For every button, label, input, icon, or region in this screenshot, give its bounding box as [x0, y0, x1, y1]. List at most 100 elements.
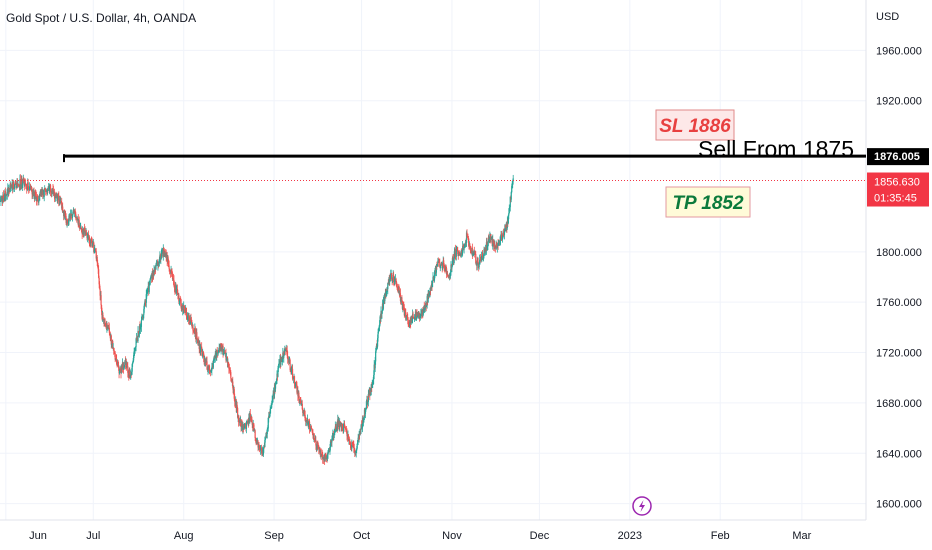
candle-body — [502, 232, 505, 236]
candle-body — [201, 346, 203, 352]
candle-body — [153, 269, 155, 276]
x-tick-label: Oct — [353, 530, 370, 542]
candle-body — [107, 327, 109, 329]
candle-body — [384, 293, 386, 302]
candle-body — [104, 324, 107, 326]
candle-body — [307, 422, 310, 425]
candle-body — [331, 437, 334, 439]
candle-body — [214, 353, 216, 359]
candle-body — [178, 294, 180, 302]
candle-body — [102, 315, 104, 320]
sell-level-badge[interactable]: 1876.005 — [867, 148, 929, 166]
candle-body — [321, 454, 323, 457]
tp-annotation[interactable]: TP 1852 — [665, 186, 751, 218]
candle-body — [171, 272, 173, 274]
candle-body — [93, 250, 95, 253]
current-price-badge[interactable]: 1856.630 01:35:45 — [867, 172, 929, 207]
candle-body — [463, 247, 465, 250]
candle-body — [52, 188, 54, 190]
candle-body — [196, 332, 198, 339]
candle-body — [490, 237, 492, 240]
price-scale[interactable]: 1600.000 1640.000 1680.000 1720.000 1760.000… — [876, 45, 922, 510]
candle-body — [320, 453, 322, 456]
candle-body — [379, 316, 381, 325]
candle-body — [453, 251, 455, 259]
candle-body — [275, 381, 277, 384]
candle-body — [343, 423, 346, 428]
candle-body — [175, 288, 178, 294]
tp-annotation-text: TP 1852 — [672, 193, 744, 214]
candle-body — [202, 350, 204, 353]
candle-body — [416, 316, 419, 317]
candle-body — [310, 428, 313, 429]
candle-body — [354, 449, 356, 454]
candle-body — [6, 189, 8, 196]
candle-body — [127, 366, 129, 373]
candle-body — [311, 428, 313, 431]
candle-body — [411, 318, 413, 322]
candle-body — [250, 417, 252, 419]
candle-body — [145, 294, 147, 303]
candle-body — [400, 300, 402, 302]
candle-body — [97, 262, 99, 267]
candle-body — [402, 306, 404, 309]
candle-body — [146, 292, 148, 295]
candle-body — [456, 249, 458, 250]
candle-body — [419, 315, 421, 317]
candle-body — [356, 448, 358, 451]
flash-icon[interactable] — [632, 496, 652, 516]
candle-body — [24, 179, 26, 184]
candle-body — [382, 299, 385, 309]
candle-body — [60, 201, 62, 203]
candle-body — [232, 381, 234, 388]
candle-body — [492, 239, 494, 244]
sl-annotation[interactable]: SL 1886 — [655, 109, 735, 141]
candle-body — [208, 365, 211, 370]
candle-body — [198, 340, 200, 342]
candle-body — [506, 220, 508, 228]
candle-body — [28, 186, 30, 191]
candle-body — [233, 389, 235, 399]
candle-body — [162, 248, 164, 257]
candle-body — [509, 196, 511, 208]
candle-body — [245, 423, 247, 430]
candle-body — [290, 370, 293, 374]
candle-body — [144, 301, 146, 303]
candle-body — [306, 420, 308, 422]
candle-body — [477, 260, 479, 263]
candle-body — [484, 250, 486, 253]
candle-body — [441, 263, 443, 269]
candle-body — [118, 371, 121, 374]
candle-body — [296, 384, 298, 393]
candle-body — [412, 313, 414, 318]
candle-body — [278, 363, 280, 367]
candle-body — [349, 442, 351, 444]
candle-body — [461, 250, 463, 254]
candle-body — [344, 427, 347, 429]
candle-body — [450, 264, 452, 273]
candle-body — [253, 429, 255, 431]
candle-body — [453, 258, 455, 262]
candle-body — [171, 273, 174, 279]
candle-body — [8, 189, 10, 191]
candle-body — [390, 274, 392, 279]
candle-body — [16, 182, 19, 186]
sell-level-badge-text: 1876.005 — [874, 151, 920, 163]
candle-body — [119, 368, 121, 372]
x-tick-label: 2023 — [618, 530, 642, 542]
candle-body — [212, 360, 214, 368]
candle-body — [38, 195, 40, 203]
time-axis[interactable]: Jun Jul Aug Sep Oct Nov Dec 2023 Feb Mar — [29, 530, 812, 542]
candle-body — [435, 265, 438, 273]
candle-body — [353, 445, 355, 448]
candle-body — [142, 317, 144, 318]
candle-body — [131, 371, 133, 375]
candle-body — [404, 309, 406, 313]
sell-annotation-text[interactable]: Sell From 1875 — [698, 136, 854, 162]
candle-body — [357, 437, 359, 441]
candle-body — [227, 361, 230, 365]
candle-body — [258, 445, 261, 448]
candle-body — [108, 325, 110, 328]
candle-body — [44, 188, 46, 191]
candle-body — [89, 241, 91, 243]
